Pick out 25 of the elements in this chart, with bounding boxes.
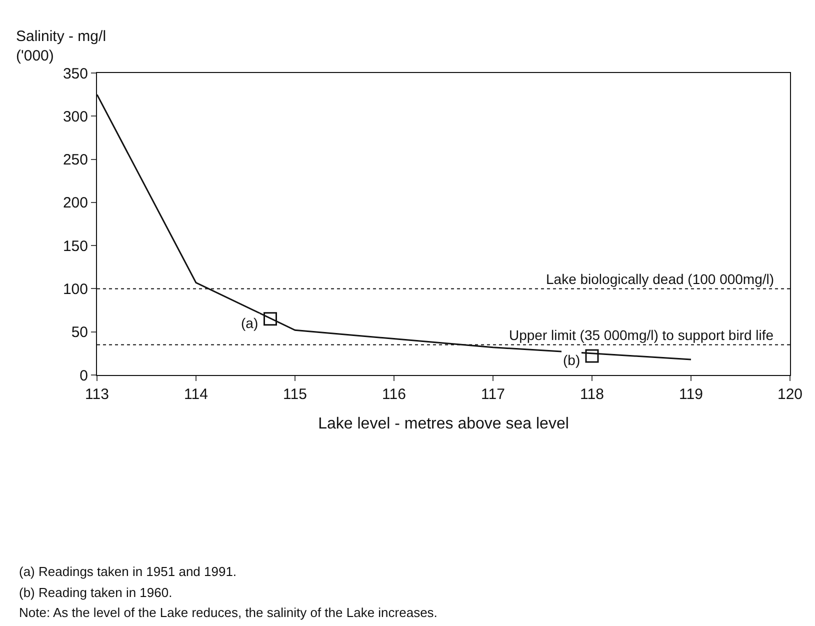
x-tick-label: 117 bbox=[481, 386, 505, 403]
x-axis-title: Lake level - metres above sea level bbox=[318, 416, 569, 433]
ref-line-label: Upper limit (35 000mg/l) to support bird life bbox=[509, 327, 774, 343]
x-tick-label: 116 bbox=[382, 386, 406, 403]
x-tick-label: 118 bbox=[580, 386, 604, 403]
x-tick-label: 115 bbox=[283, 386, 307, 403]
y-tick-label: 350 bbox=[62, 65, 88, 82]
x-tick-label: 114 bbox=[184, 386, 208, 403]
annotation: (a) bbox=[241, 315, 258, 331]
y-tick-label: 100 bbox=[62, 280, 88, 298]
text: (b) Reading taken in 1960. bbox=[19, 585, 172, 600]
annotation: (b) bbox=[563, 352, 580, 368]
x-tick-label: 113 bbox=[85, 386, 109, 403]
y-tick-label: 0 bbox=[80, 367, 88, 384]
text: (a) Readings taken in 1951 and 1991. bbox=[19, 564, 237, 579]
y-tick-label: 150 bbox=[62, 238, 88, 255]
y-tick-label: 300 bbox=[62, 108, 88, 126]
y-tick-label: 250 bbox=[62, 152, 88, 169]
y-axis-title: Salinity - mg/l ('000) bbox=[16, 28, 106, 64]
y-tick-label: 50 bbox=[71, 324, 88, 342]
ref-line-label: Lake biologically dead (100 000mg/l) bbox=[546, 271, 774, 287]
y-tick-label: 200 bbox=[62, 194, 88, 212]
text: Note: As the level of the Lake reduces, the salinity of the Lake increases. bbox=[19, 605, 438, 620]
x-tick-label: 120 bbox=[777, 386, 803, 403]
x-tick-label: 119 bbox=[679, 386, 703, 403]
